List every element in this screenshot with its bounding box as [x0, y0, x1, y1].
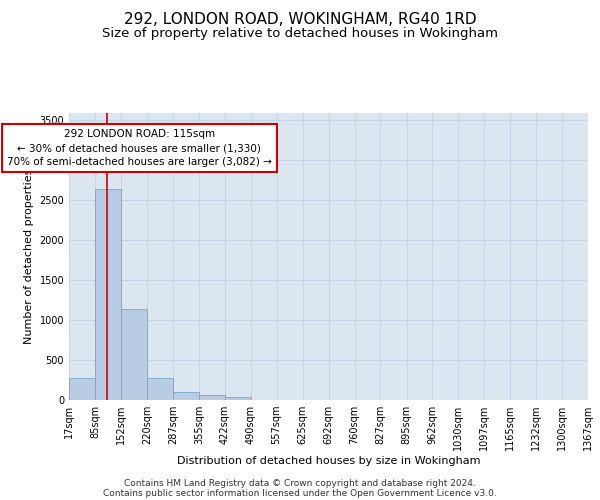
- Bar: [224, 397, 251, 400]
- Text: 292 LONDON ROAD: 115sqm
← 30% of detached houses are smaller (1,330)
70% of semi: 292 LONDON ROAD: 115sqm ← 30% of detache…: [7, 130, 272, 168]
- Bar: [121, 309, 147, 400]
- Text: Contains HM Land Registry data © Crown copyright and database right 2024.: Contains HM Land Registry data © Crown c…: [124, 478, 476, 488]
- Y-axis label: Number of detached properties: Number of detached properties: [24, 168, 34, 344]
- Bar: [147, 378, 173, 400]
- Text: Size of property relative to detached houses in Wokingham: Size of property relative to detached ho…: [102, 28, 498, 40]
- Bar: [199, 395, 225, 400]
- Text: 292, LONDON ROAD, WOKINGHAM, RG40 1RD: 292, LONDON ROAD, WOKINGHAM, RG40 1RD: [124, 12, 476, 28]
- Bar: [173, 392, 199, 400]
- Bar: [95, 189, 121, 400]
- Bar: [69, 378, 95, 400]
- Text: Contains public sector information licensed under the Open Government Licence v3: Contains public sector information licen…: [103, 488, 497, 498]
- X-axis label: Distribution of detached houses by size in Wokingham: Distribution of detached houses by size …: [177, 456, 480, 466]
